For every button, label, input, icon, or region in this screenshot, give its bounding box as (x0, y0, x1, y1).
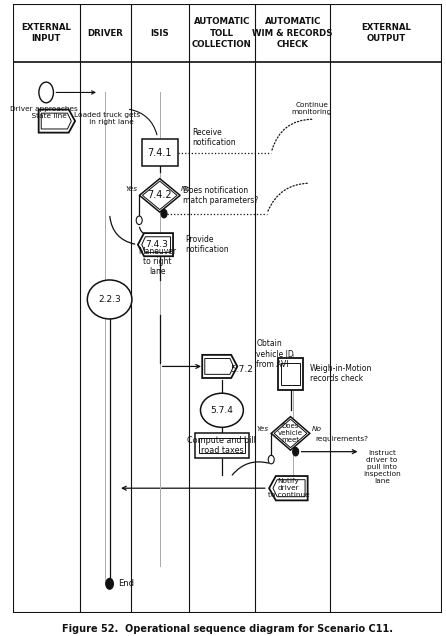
Text: 7.4.2: 7.4.2 (148, 190, 172, 200)
Text: Figure 52.  Operational sequence diagram for Scenario C11.: Figure 52. Operational sequence diagram … (62, 624, 393, 634)
Text: EXTERNAL
OUTPUT: EXTERNAL OUTPUT (361, 23, 411, 43)
Text: AUTOMATIC
WIM & RECORDS
CHECK: AUTOMATIC WIM & RECORDS CHECK (252, 17, 333, 49)
Text: 5.7.2: 5.7.2 (230, 365, 253, 374)
Text: No: No (312, 425, 322, 432)
Text: Maneuver
to right
lane: Maneuver to right lane (139, 247, 177, 276)
Text: Receive
notification: Receive notification (192, 128, 235, 147)
Text: Driver approaches
    State line: Driver approaches State line (10, 106, 78, 119)
Bar (198, 438, 245, 453)
Text: 7.4.1: 7.4.1 (148, 148, 172, 158)
Text: End: End (118, 579, 134, 588)
Polygon shape (271, 417, 310, 450)
Text: Compute and bill
road taxes: Compute and bill road taxes (187, 436, 256, 455)
Polygon shape (138, 233, 173, 256)
Ellipse shape (87, 280, 132, 319)
Polygon shape (269, 476, 308, 501)
Circle shape (293, 447, 299, 456)
Circle shape (136, 216, 142, 225)
Text: EXTERNAL
INPUT: EXTERNAL INPUT (21, 23, 71, 43)
Circle shape (161, 209, 167, 218)
Ellipse shape (201, 393, 244, 427)
Text: ISIS: ISIS (150, 29, 169, 38)
Text: 2.2.3: 2.2.3 (98, 295, 121, 304)
Text: Does
vehicle
meet: Does vehicle meet (278, 424, 303, 443)
Text: Notify
driver
to continue: Notify driver to continue (268, 478, 309, 498)
Text: No: No (181, 186, 191, 192)
Text: Yes: Yes (125, 186, 137, 192)
Polygon shape (39, 109, 75, 133)
Text: Obtain
vehicle ID
from AVI: Obtain vehicle ID from AVI (256, 340, 294, 369)
Bar (278, 358, 303, 390)
Text: requirements?: requirements? (315, 436, 368, 443)
Bar (141, 139, 178, 166)
Polygon shape (202, 355, 237, 378)
Circle shape (268, 455, 274, 464)
Bar (281, 363, 300, 385)
Text: Weigh-in-Motion
records check: Weigh-in-Motion records check (310, 364, 372, 384)
Text: 5.7.4: 5.7.4 (211, 406, 233, 415)
Text: Yes: Yes (256, 425, 268, 432)
Circle shape (39, 82, 54, 103)
Text: Loaded truck gets
   in right lane: Loaded truck gets in right lane (74, 111, 140, 125)
Text: Provide
notification: Provide notification (186, 235, 229, 254)
Circle shape (106, 578, 113, 590)
Bar (195, 433, 249, 459)
Text: Instruct
driver to
pull into
inspection
lane: Instruct driver to pull into inspection … (363, 450, 401, 485)
Polygon shape (140, 179, 180, 212)
Text: Does notification
match parameters?: Does notification match parameters? (183, 186, 259, 205)
Text: AUTOMATIC
TOLL
COLLECTION: AUTOMATIC TOLL COLLECTION (192, 17, 252, 49)
Text: Continue
monitoring: Continue monitoring (292, 102, 332, 115)
Text: 7.4.3: 7.4.3 (145, 240, 168, 249)
Text: DRIVER: DRIVER (87, 29, 123, 38)
